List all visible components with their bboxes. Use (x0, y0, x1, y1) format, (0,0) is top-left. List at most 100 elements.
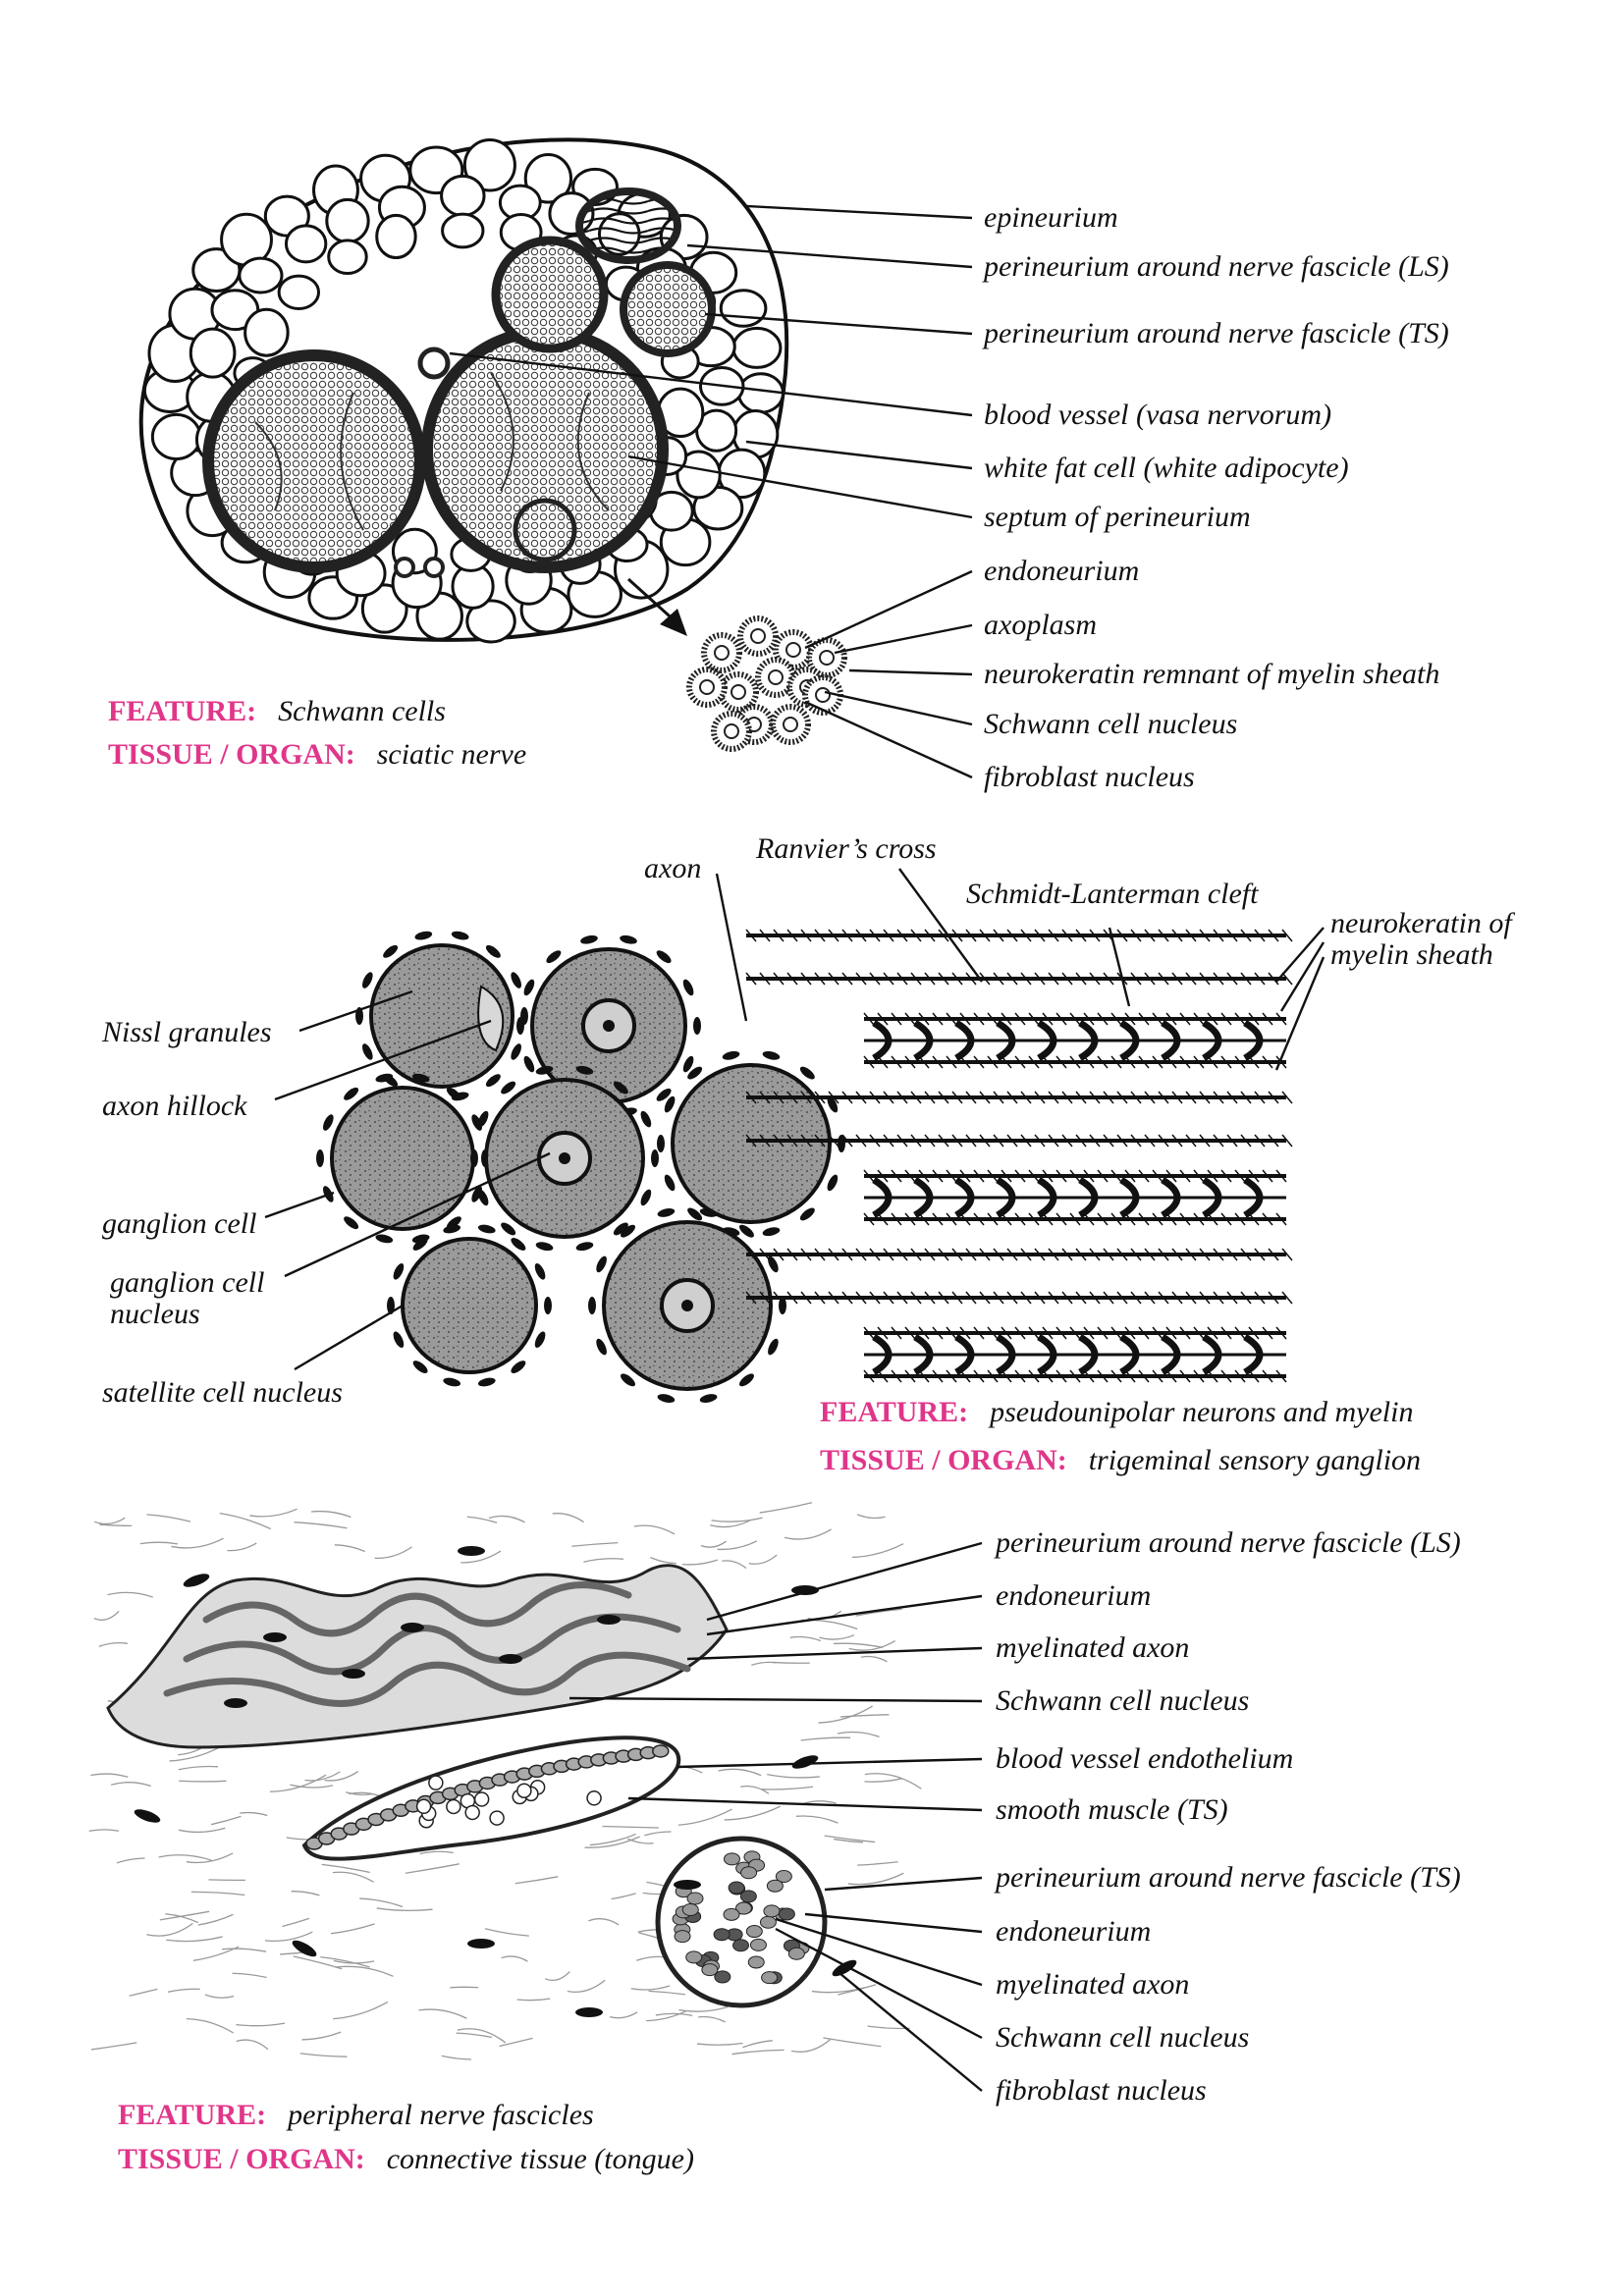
neurokeratin-hatch (924, 1134, 936, 1148)
caption-feature-3: FEATURE: peripheral nerve fascicles (118, 2099, 594, 2132)
fat-cell (238, 256, 284, 294)
collagen-fibre (811, 1987, 865, 1994)
caption-tissue-2: TISSUE / ORGAN: trigeminal sensory gangli… (820, 1444, 1421, 1477)
neurokeratin-hatch (932, 1012, 944, 1026)
neurokeratin-hatch (1001, 1012, 1012, 1026)
myelinated-axon-ts (747, 1955, 765, 1969)
myelinated-axon-ts (749, 1938, 767, 1951)
neurokeratin-hatch (1220, 1012, 1232, 1026)
collagen-fibre (567, 1979, 606, 1993)
neurokeratin-hatch (904, 1369, 916, 1383)
nucleolus (603, 1020, 615, 1032)
neurokeratin-hatch (1034, 972, 1046, 986)
collagen-fibre (159, 1910, 210, 1921)
myelinated-axon-ts (763, 1904, 781, 1918)
satellite-cell-nucleus (535, 1242, 554, 1252)
collagen-fibre (602, 1825, 659, 1829)
neurokeratin-hatch (924, 1291, 936, 1305)
satellite-cell-nucleus (620, 934, 637, 944)
neurokeratin-hatch (946, 1326, 957, 1340)
satellite-cell-nucleus (588, 1297, 596, 1314)
collagen-fibre (698, 2015, 727, 2023)
neurokeratin-hatch (1268, 1091, 1279, 1104)
collagen-fibre (441, 2055, 471, 2060)
neurokeratin-hatch (1116, 1091, 1128, 1104)
label-blood-vessel: blood vessel (vasa nervorum) (984, 399, 1332, 431)
neurokeratin-hatch (965, 1291, 977, 1305)
neurokeratin-hatch (1220, 1169, 1232, 1183)
collagen-fibre (584, 1836, 640, 1848)
neurokeratin-hatch (904, 1055, 916, 1069)
neurokeratin-hatch (1213, 1248, 1224, 1261)
collagen-fibre (655, 2012, 693, 2017)
neurokeratin-hatch (1014, 1055, 1026, 1069)
neurokeratin-hatch (1179, 1326, 1191, 1340)
neurokeratin-hatch (1055, 1169, 1067, 1183)
neurokeratin-hatch (841, 929, 853, 942)
neurokeratin-hatch (1268, 1248, 1279, 1261)
collagen-fibre (650, 1556, 676, 1565)
neurokeratin-hatch (1103, 1091, 1114, 1104)
neurokeratin-hatch (1001, 1326, 1012, 1340)
label-perineurium-ts-3: perineurium around nerve fascicle (TS) (996, 1861, 1461, 1894)
neurokeratin-hatch (1130, 1248, 1142, 1261)
neurokeratin-hatch (1006, 1091, 1018, 1104)
collagen-fibre (864, 1778, 903, 1783)
collagen-fibre (405, 1863, 460, 1874)
neurokeratin-hatch (1028, 1012, 1040, 1026)
neurokeratin-hatch (1069, 1012, 1081, 1026)
neurokeratin-hatch (1220, 1212, 1232, 1226)
neurokeratin-hatch (1110, 1055, 1122, 1069)
satellite-cell-nucleus (446, 1087, 461, 1100)
neurokeratin-hatch (869, 1134, 881, 1148)
neurokeratin-hatch (910, 972, 922, 986)
collagen-fibre (99, 1523, 133, 1527)
collagen-fibre (484, 1928, 529, 1937)
neurokeratin-hatch (1144, 929, 1156, 942)
neurokeratin-hatch (1089, 1091, 1101, 1104)
collagen-fibre (514, 1876, 559, 1885)
satellite-cell-nucleus (546, 950, 562, 964)
neurokeratin-hatch (1213, 929, 1224, 942)
neurokeratin-hatch (1275, 1012, 1287, 1026)
neurokeratin-hatch (1020, 1291, 1032, 1305)
neurokeratin-hatch (863, 1055, 875, 1069)
neurokeratin-hatch (1110, 1369, 1122, 1383)
collagen-fibre (192, 1946, 240, 1961)
neurokeratin-hatch (1130, 972, 1142, 986)
neurokeratin-hatch (1103, 972, 1114, 986)
neurokeratin-hatch (1275, 1326, 1287, 1340)
neurokeratin-hatch (910, 929, 922, 942)
satellite-cell-nucleus (621, 1224, 635, 1238)
myelinated-axons-ls (163, 1581, 691, 1707)
collagen-fibre (847, 1872, 904, 1886)
neurokeratin-hatch (1089, 1291, 1101, 1305)
collagen-fibre (178, 1827, 226, 1834)
neurokeratin-hatch (855, 1134, 867, 1148)
satellite-cell-nucleus (383, 944, 399, 958)
neurokeratin-hatch (1158, 929, 1169, 942)
collagen-fibre (466, 1516, 498, 1523)
collagen-fibre (321, 1863, 370, 1874)
neurokeratin-hatch (959, 1169, 971, 1183)
schwann-cell-cluster (686, 615, 847, 752)
satellite-cell-nucleus (596, 1338, 607, 1356)
neurokeratin-hatch (841, 972, 853, 986)
neurokeratin-hatch (979, 1091, 991, 1104)
neurokeratin-hatch (932, 1212, 944, 1226)
collagen-fibre (824, 1835, 876, 1843)
neurokeratin-hatch (1144, 1134, 1156, 1148)
collagen-fibre (864, 1773, 922, 1789)
neurokeratin-hatch (1042, 1326, 1054, 1340)
collagen-fibre (644, 1831, 672, 1837)
neurokeratin-hatch (938, 929, 949, 942)
collagen-fibre (696, 2042, 743, 2046)
neurokeratin-hatch (1001, 1169, 1012, 1183)
neurokeratin-hatch (1213, 1291, 1224, 1305)
collagen-fibre (139, 1541, 178, 1545)
myelinated-axon-ts (787, 1947, 805, 1960)
collagen-fibre (848, 1640, 896, 1651)
neurokeratin-hatch (1275, 1369, 1287, 1383)
neurokeratin-hatch (993, 972, 1004, 986)
neurokeratin-hatch (1226, 1248, 1238, 1261)
